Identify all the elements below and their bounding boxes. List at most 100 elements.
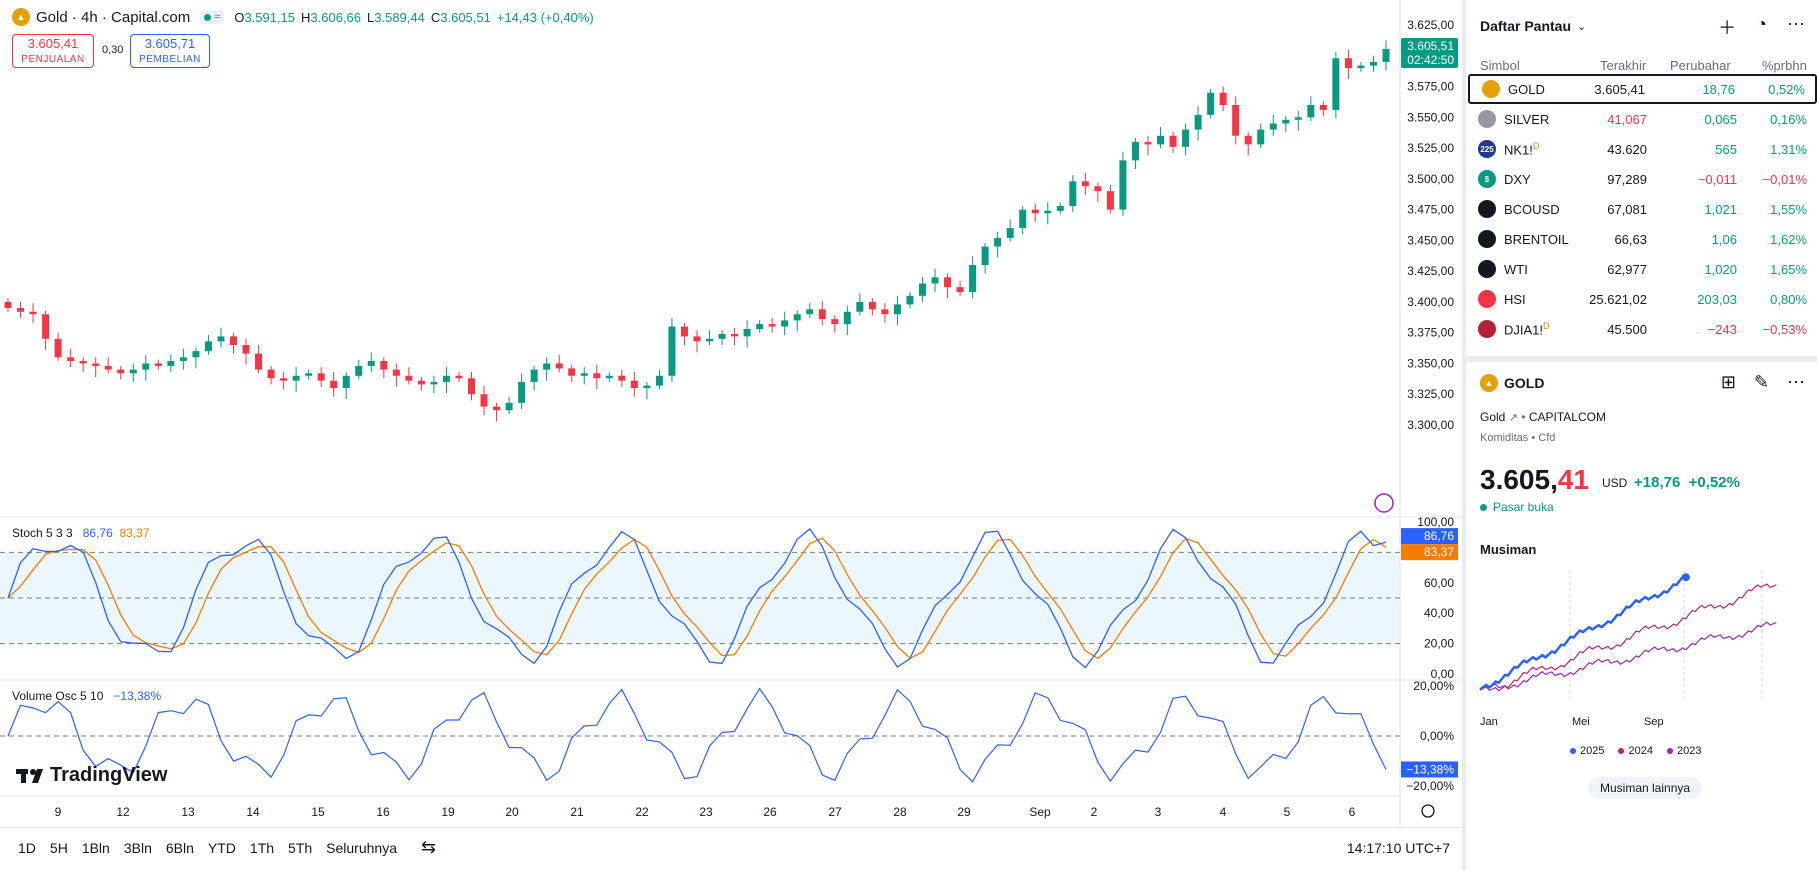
- symbol-cell: DXY: [1504, 171, 1531, 187]
- candle-body: [192, 351, 200, 358]
- column-header-pct[interactable]: %prbhn: [1762, 58, 1807, 73]
- status-dot-icon: [204, 13, 212, 21]
- watchlist-row-dxy[interactable]: $ DXY 97,289 −0,011 −0,01%: [1466, 164, 1817, 194]
- watchlist-row-wti[interactable]: WTI 62,977 1,020 1,65%: [1466, 254, 1817, 284]
- clock[interactable]: 14:17:10 UTC+7: [1346, 839, 1450, 856]
- seasonal-line-2023: [1479, 621, 1777, 690]
- more-icon[interactable]: ⋯: [1787, 14, 1805, 34]
- watchlist-row-hsi[interactable]: HSI 25.621,02 203,03 0,80%: [1466, 284, 1817, 314]
- watchlist-row-silver[interactable]: SILVER 41,067 0,065 0,16%: [1466, 104, 1817, 134]
- tradingview-logo[interactable]: TradingView: [16, 764, 167, 787]
- chart-canvas[interactable]: 3.625,003.600,003.575,003.550,003.525,00…: [0, 0, 1462, 827]
- volosc-tag: [1401, 761, 1458, 778]
- more-seasonal-button[interactable]: Musiman lainnya: [1588, 777, 1703, 799]
- candle-body: [342, 375, 350, 389]
- candle-body: [42, 314, 50, 339]
- market-status-badge[interactable]: ≈: [200, 10, 225, 24]
- stoch-legend[interactable]: Stoch 5 3 3 86,76 83,37: [12, 526, 149, 540]
- range-1th-button[interactable]: 1Th: [249, 839, 275, 856]
- candle-body: [1219, 92, 1227, 105]
- chevron-down-icon[interactable]: ⌄: [1577, 20, 1587, 33]
- watchlist-row-brentoil[interactable]: BRENTOIL 66,63 1,06 1,62%: [1466, 224, 1817, 254]
- candle-body: [129, 369, 137, 374]
- column-header-change[interactable]: Perubahar: [1670, 58, 1731, 73]
- range-ytd-button[interactable]: YTD: [207, 839, 236, 856]
- watchlist-title[interactable]: Daftar Pantau: [1480, 18, 1572, 34]
- candle-body: [104, 365, 112, 370]
- candle-body: [969, 265, 977, 293]
- spread-value: 0,30: [102, 44, 124, 56]
- price-axis-label: 3.525,00: [1407, 141, 1454, 155]
- current-price-label: 3.605,51: [1407, 39, 1454, 53]
- price-axis-label: 3.375,00: [1407, 326, 1454, 340]
- volosc-legend[interactable]: Volume Osc 5 10 −13,38%: [12, 689, 161, 703]
- symbol-cell: NK1!D: [1504, 140, 1540, 158]
- candle-body: [1044, 210, 1052, 214]
- volosc-axis-label: 0,00%: [1420, 729, 1454, 743]
- detail-exchange[interactable]: CAPITALCOM: [1528, 410, 1606, 424]
- range-5th-button[interactable]: 5Th: [288, 839, 313, 856]
- seasonal-legend-item[interactable]: 2025: [1570, 745, 1604, 757]
- countdown-label: 02:42:50: [1407, 53, 1454, 67]
- candle-body: [1207, 92, 1215, 115]
- symbol-cell: GOLD: [1508, 81, 1545, 97]
- external-link-icon[interactable]: ↗: [1508, 412, 1518, 424]
- sell-button[interactable]: 3.605,41 PENJUALAN: [12, 34, 94, 68]
- candle-body: [142, 363, 150, 370]
- watchlist-toolbar: ＋ ◔ ⋯: [1718, 14, 1805, 40]
- watchlist-row-djia1[interactable]: DJIA1!D 45.500 −243 −0,53%: [1466, 314, 1817, 344]
- candle-body: [1106, 191, 1114, 210]
- candle-body: [843, 311, 851, 325]
- time-axis-label: 23: [699, 805, 713, 819]
- candle-body: [893, 304, 901, 315]
- last-cell: 62,977: [1607, 261, 1647, 277]
- date-range-icon[interactable]: ⇆: [420, 837, 437, 857]
- seasonal-legend-item[interactable]: 2024: [1618, 745, 1653, 757]
- detail-symbol[interactable]: GOLD: [1504, 375, 1545, 391]
- range-5h-button[interactable]: 5H: [49, 839, 68, 856]
- seasonal-chart[interactable]: [1466, 560, 1806, 740]
- candle-body: [1031, 209, 1039, 214]
- high-label: H: [301, 9, 311, 25]
- low-label: L: [367, 9, 375, 25]
- volosc-value: −13,38%: [113, 689, 162, 703]
- candle-body: [204, 341, 212, 352]
- edit-icon[interactable]: ✎: [1753, 372, 1769, 392]
- candle-body: [1257, 129, 1265, 145]
- candle-body: [1094, 186, 1102, 192]
- candle-body: [918, 283, 926, 296]
- last-cell: 97,289: [1607, 171, 1647, 187]
- column-header-symbol[interactable]: Simbol: [1480, 58, 1520, 73]
- column-header-last[interactable]: Terakhir: [1600, 58, 1647, 73]
- candle-body: [593, 373, 601, 379]
- candle-body: [1157, 135, 1165, 145]
- stoch-d-tag-label: 83,37: [1424, 545, 1454, 559]
- chart-panel[interactable]: 3.625,003.600,003.575,003.550,003.525,00…: [0, 0, 1462, 871]
- buy-button[interactable]: 3.605,71 PEMBELIAN: [130, 34, 210, 68]
- watchlist-row-nk1[interactable]: 225 NK1!D 43.620 565 1,31%: [1466, 134, 1817, 164]
- watchlist-row-bcousd[interactable]: BCOUSD 67,081 1,021 1,55%: [1466, 194, 1817, 224]
- tradingview-logo-icon: [16, 768, 43, 783]
- range-1bln-button[interactable]: 1Bln: [81, 839, 110, 856]
- range-all-button[interactable]: Seluruhnya: [326, 839, 397, 856]
- range-6bln-button[interactable]: 6Bln: [165, 839, 194, 856]
- range-1d-button[interactable]: 1D: [18, 839, 36, 856]
- last-cell: 43.620: [1607, 141, 1647, 157]
- detail-price: 3.605,41: [1480, 464, 1589, 496]
- pie-chart-icon[interactable]: ◔: [1756, 14, 1767, 34]
- chart-title[interactable]: Gold · 4h · Capital.com: [36, 8, 191, 26]
- more-icon[interactable]: ⋯: [1787, 372, 1805, 392]
- add-symbol-icon[interactable]: ＋: [1718, 18, 1737, 38]
- candle-body: [1056, 205, 1064, 211]
- grid-icon[interactable]: ⊞: [1720, 372, 1736, 392]
- candle-body: [380, 361, 388, 370]
- detail-name[interactable]: Gold: [1480, 410, 1506, 424]
- stoch-d-value: 83,37: [119, 526, 150, 540]
- candle-body: [480, 394, 488, 407]
- candle-body: [580, 373, 588, 376]
- seasonal-legend-item[interactable]: 2023: [1666, 745, 1701, 757]
- close-value: 3.605,51: [440, 9, 491, 25]
- range-3bln-button[interactable]: 3Bln: [123, 839, 152, 856]
- watchlist-row-gold[interactable]: GOLD 3.605,41 18,76 0,52%: [1468, 74, 1817, 104]
- detail-category-row: Komiditas • Cfd: [1480, 432, 1556, 444]
